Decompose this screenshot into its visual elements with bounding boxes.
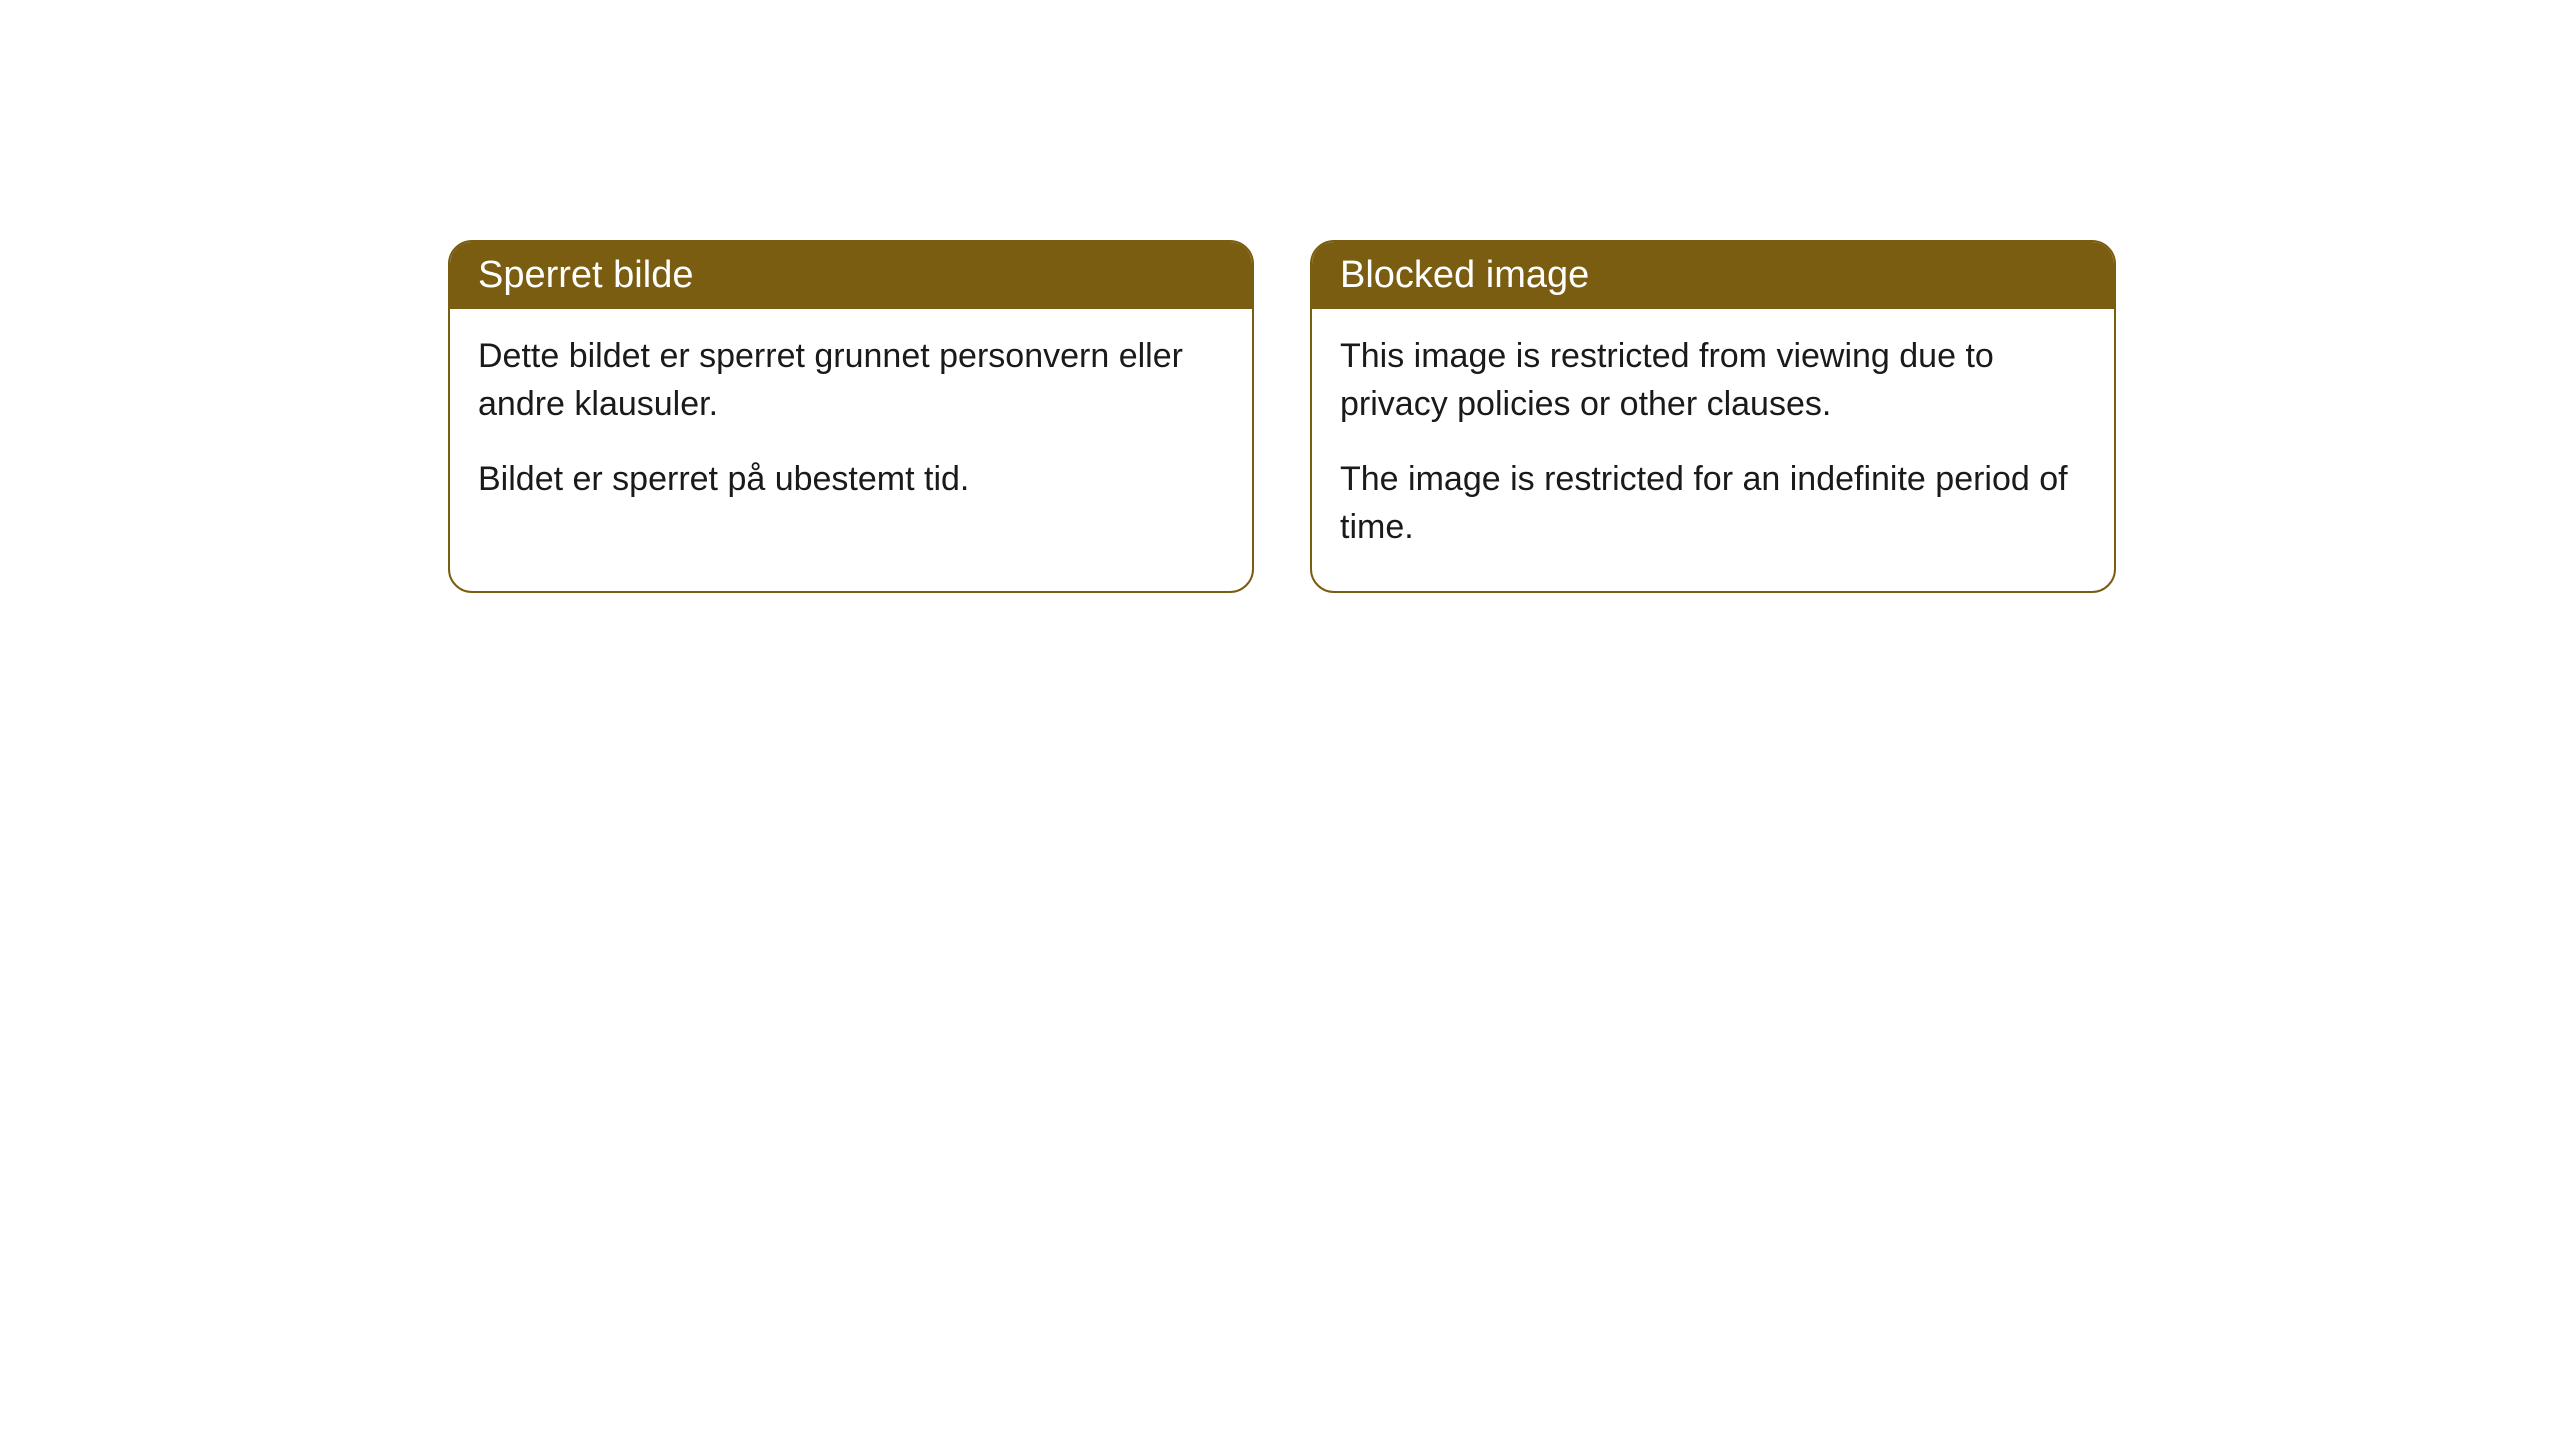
card-title: Blocked image bbox=[1340, 254, 1589, 296]
card-paragraph: This image is restricted from viewing du… bbox=[1340, 333, 2086, 428]
card-body-norwegian: Dette bildet er sperret grunnet personve… bbox=[450, 309, 1252, 544]
card-header-norwegian: Sperret bilde bbox=[450, 242, 1252, 309]
card-paragraph: Bildet er sperret på ubestemt tid. bbox=[478, 456, 1224, 504]
card-header-english: Blocked image bbox=[1312, 242, 2114, 309]
card-title: Sperret bilde bbox=[478, 254, 693, 296]
card-english: Blocked image This image is restricted f… bbox=[1310, 240, 2116, 593]
cards-container: Sperret bilde Dette bildet er sperret gr… bbox=[0, 0, 2560, 593]
card-paragraph: The image is restricted for an indefinit… bbox=[1340, 456, 2086, 551]
card-paragraph: Dette bildet er sperret grunnet personve… bbox=[478, 333, 1224, 428]
card-norwegian: Sperret bilde Dette bildet er sperret gr… bbox=[448, 240, 1254, 593]
card-body-english: This image is restricted from viewing du… bbox=[1312, 309, 2114, 591]
